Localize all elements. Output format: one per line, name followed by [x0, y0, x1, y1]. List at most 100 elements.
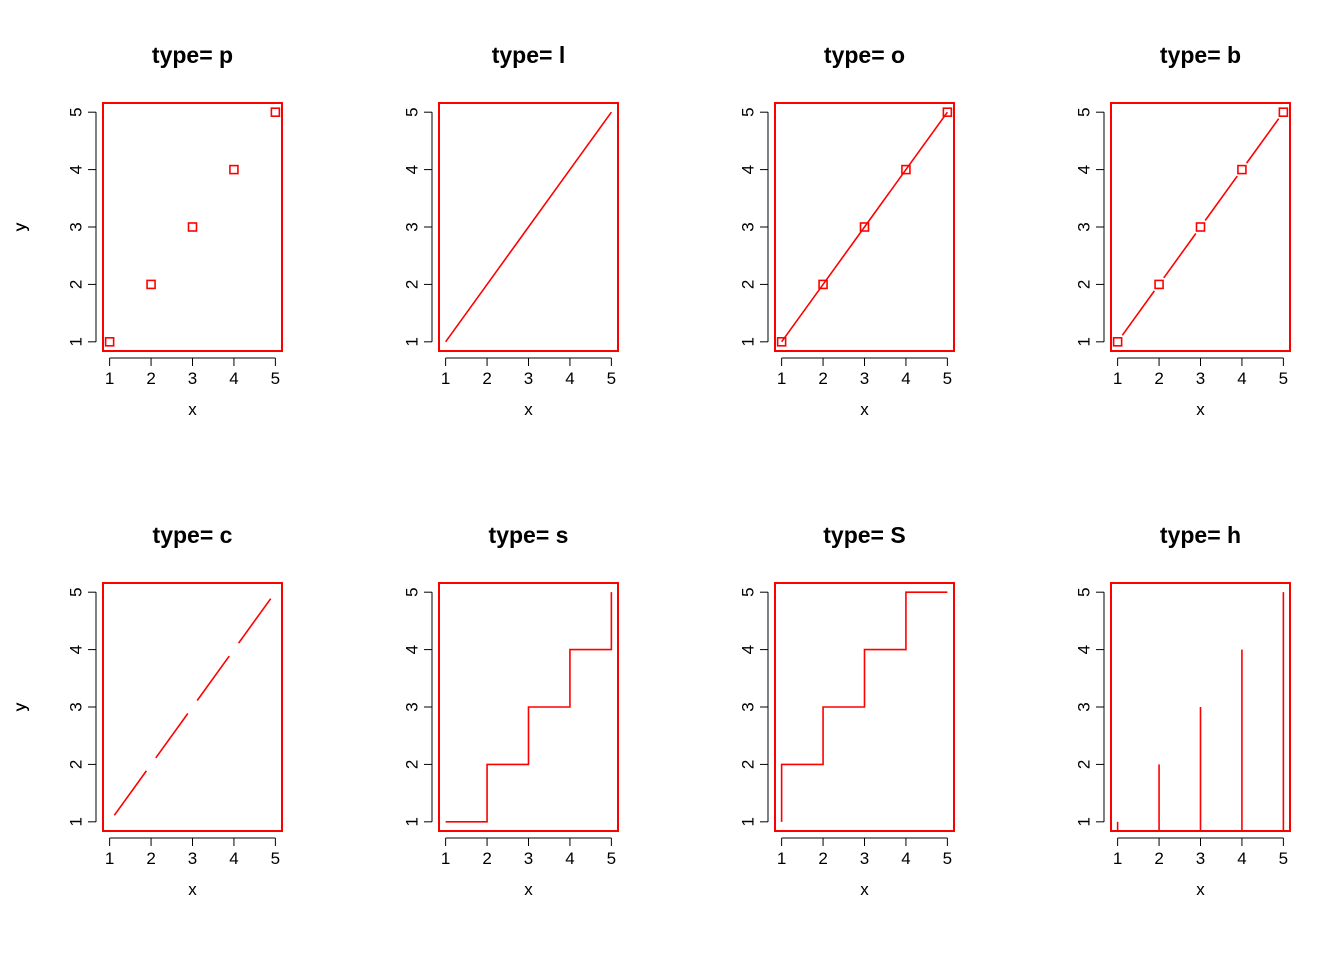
panel-title: type= s — [489, 522, 569, 548]
data-point — [229, 164, 239, 175]
line-segment — [1163, 233, 1197, 279]
y-tick-label: 2 — [67, 280, 86, 289]
panel-title: type= o — [824, 42, 905, 68]
x-axis-label: x — [1196, 400, 1205, 419]
x-tick-label: 3 — [860, 369, 869, 388]
panel-title: type= c — [153, 522, 233, 548]
y-axis-label: y — [11, 222, 30, 231]
y-tick-label: 1 — [739, 337, 758, 346]
panel-title: type= p — [152, 42, 233, 68]
x-tick-label: 1 — [777, 849, 786, 868]
x-tick-label: 1 — [105, 369, 114, 388]
x-tick-label: 4 — [565, 849, 574, 868]
y-tick-label: 1 — [67, 817, 86, 826]
y-tick-label: 5 — [1075, 107, 1094, 116]
y-tick-label: 2 — [403, 760, 422, 769]
y-tick-label: 5 — [739, 107, 758, 116]
panel-title: type= h — [1160, 522, 1241, 548]
x-tick-label: 4 — [901, 369, 910, 388]
y-axis-label: y — [11, 222, 30, 231]
y-tick-label: 4 — [403, 165, 422, 174]
x-tick-label: 2 — [818, 849, 827, 868]
data-point — [1154, 279, 1164, 290]
plot-box — [438, 102, 619, 352]
panel-2: type= o 1 2 3 4 5 1 2 3 4 5 x y — [11, 42, 955, 419]
x-tick-label: 3 — [188, 369, 197, 388]
data-point — [1112, 337, 1123, 347]
y-tick-label: 4 — [1075, 645, 1094, 654]
x-tick-label: 5 — [1279, 849, 1288, 868]
y-tick-label: 5 — [403, 107, 422, 116]
y-tick-label: 1 — [403, 337, 422, 346]
x-tick-label: 3 — [860, 849, 869, 868]
x-tick-label: 4 — [1237, 849, 1246, 868]
x-tick-label: 3 — [1196, 369, 1205, 388]
data-point — [187, 222, 198, 232]
x-axis-label: x — [524, 880, 533, 899]
step-line — [445, 592, 613, 823]
x-tick-label: 4 — [229, 369, 238, 388]
y-axis-label: y — [11, 702, 30, 711]
data-point — [1195, 222, 1206, 232]
y-axis-label: y — [11, 222, 30, 231]
x-tick-label: 5 — [943, 849, 952, 868]
panel-6: type= S 1 2 3 4 5 1 2 3 4 5 x y — [11, 522, 955, 899]
panel-title: type= b — [1160, 42, 1241, 68]
line-segment — [1245, 118, 1280, 164]
y-tick-label: 4 — [1075, 165, 1094, 174]
x-tick-label: 5 — [607, 849, 616, 868]
y-axis-label: y — [11, 702, 30, 711]
y-tick-label: 3 — [403, 222, 422, 231]
y-tick-label: 5 — [739, 587, 758, 596]
x-tick-label: 3 — [188, 849, 197, 868]
y-tick-label: 1 — [1075, 337, 1094, 346]
data-point — [146, 279, 156, 290]
line-segment — [1204, 175, 1238, 221]
x-tick-label: 2 — [482, 849, 491, 868]
line-segment — [113, 770, 148, 816]
series-line — [780, 111, 949, 343]
x-tick-label: 3 — [524, 369, 533, 388]
x-tick-label: 2 — [1154, 369, 1163, 388]
y-tick-label: 5 — [67, 107, 86, 116]
y-axis-label: y — [11, 702, 30, 711]
data-point — [818, 279, 828, 290]
line-segment — [237, 598, 272, 644]
y-tick-label: 3 — [739, 222, 758, 231]
panel-3: type= b 1 2 3 4 5 1 2 3 4 5 x y — [11, 42, 1291, 419]
x-axis-label: x — [188, 880, 197, 899]
plot-box — [1110, 102, 1291, 352]
data-point — [942, 107, 953, 117]
x-tick-label: 1 — [105, 849, 114, 868]
y-tick-label: 3 — [67, 222, 86, 231]
y-tick-label: 4 — [67, 645, 86, 654]
x-tick-label: 5 — [271, 369, 280, 388]
y-tick-label: 3 — [1075, 222, 1094, 231]
y-tick-label: 2 — [403, 280, 422, 289]
y-tick-label: 4 — [739, 645, 758, 654]
y-tick-label: 3 — [1075, 702, 1094, 711]
panel-1: type= l 1 2 3 4 5 1 2 3 4 5 x y — [11, 42, 619, 419]
data-point — [901, 164, 911, 175]
plot-box — [438, 582, 619, 832]
panel-title: type= l — [492, 42, 566, 68]
x-axis-label: x — [188, 400, 197, 419]
y-tick-label: 2 — [67, 760, 86, 769]
y-tick-label: 1 — [739, 817, 758, 826]
panel-title: type= S — [823, 522, 905, 548]
panel-5: type= s 1 2 3 4 5 1 2 3 4 5 x y — [11, 522, 619, 899]
y-tick-label: 3 — [403, 702, 422, 711]
y-tick-label: 2 — [739, 760, 758, 769]
line-segment — [1121, 290, 1156, 336]
x-axis-label: x — [860, 880, 869, 899]
x-tick-label: 1 — [1113, 369, 1122, 388]
y-tick-label: 2 — [739, 280, 758, 289]
x-tick-label: 3 — [524, 849, 533, 868]
panel-4: type= c 1 2 3 4 5 1 2 3 4 5 x y — [11, 522, 283, 899]
data-point — [859, 222, 870, 232]
x-tick-label: 2 — [482, 369, 491, 388]
x-tick-label: 2 — [818, 369, 827, 388]
plot-box — [102, 582, 283, 832]
y-axis-label: y — [11, 702, 30, 711]
